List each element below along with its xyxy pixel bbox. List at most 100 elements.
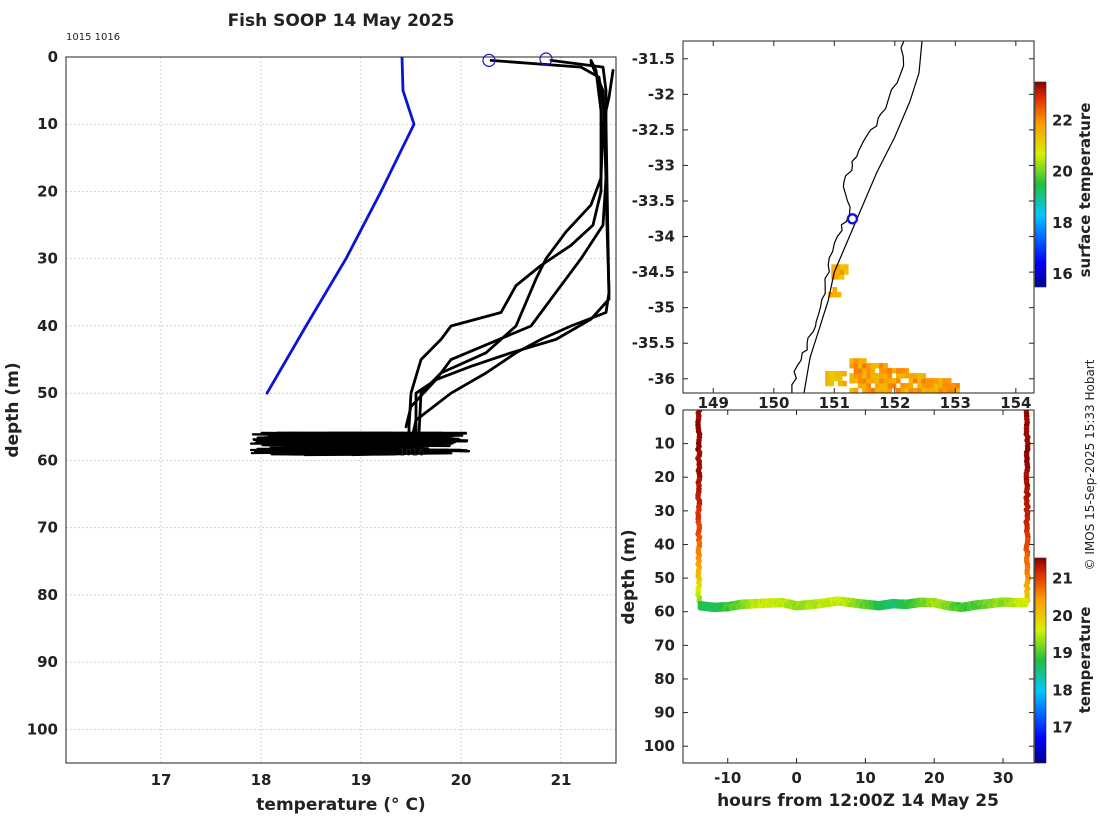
map-sst-cell	[904, 383, 910, 389]
profile-x-label: temperature (° C)	[256, 795, 425, 815]
map-sst-cell	[853, 363, 859, 369]
profile-y-tick-label: 10	[37, 115, 58, 133]
map-sst-cell	[925, 383, 931, 389]
section-y-tick-label: 30	[654, 502, 675, 520]
section-y-tick-label: 100	[644, 737, 675, 755]
map-sst-cell	[870, 373, 876, 379]
section-x-tick-label: 30	[993, 769, 1014, 787]
map-sst-cell	[900, 383, 905, 389]
map-sst-cell	[825, 371, 830, 377]
map-sst-cell	[900, 388, 905, 393]
map-sst-cell	[829, 371, 835, 377]
map-sst-cell	[934, 383, 939, 389]
map-x-ticks: 149 150 151 152 153 154	[698, 41, 1032, 412]
map-sst-cell	[942, 383, 948, 389]
section-y-tick-label: 10	[654, 435, 675, 453]
profile-series	[249, 57, 615, 457]
map-y-tick-label: -34	[648, 228, 675, 246]
profile-grid	[66, 56, 616, 763]
map-sst-cell	[849, 378, 854, 384]
map-sst-cell	[883, 363, 888, 369]
section-colorbar-tick-label: 20	[1052, 607, 1073, 625]
section-colorbar-tick-label: 19	[1052, 644, 1073, 662]
profile-line-reference	[265, 57, 416, 395]
map-x-tick-label: 149	[698, 394, 729, 412]
map-sst-cell	[879, 368, 884, 374]
map-panel: 149 150 151 152 153 154 -31.5 -32 -32.5 -33 -33.5…	[632, 40, 1094, 412]
map-sst-cell	[896, 373, 901, 379]
map-sst-cell	[913, 388, 918, 393]
map-x-tick-label: 152	[879, 394, 910, 412]
map-y-ticks: -31.5 -32 -32.5 -33 -33.5 -34 -34.5 -35 -35.5 -36	[632, 50, 1034, 388]
profile-x-ticks: 17 18 19 20 21	[151, 771, 572, 789]
map-sst-cell	[866, 368, 871, 374]
map-sst-cell	[887, 383, 893, 389]
map-sst-cell	[831, 269, 836, 275]
map-sst-cell	[866, 378, 871, 384]
profile-x-tick-label: 18	[251, 771, 272, 789]
map-sst-cell	[866, 373, 871, 379]
profile-annotation: 1016	[399, 448, 424, 459]
map-sst-cell	[883, 383, 888, 389]
map-sst-cell	[842, 380, 847, 387]
section-colorbar-ticks: 17 18 19 20 21	[1052, 570, 1073, 737]
map-sst-cell	[883, 388, 888, 393]
credit-text: © IMOS 15-Sep-2025 15:33 Hobart	[1083, 359, 1097, 570]
map-sst-cell	[837, 380, 843, 387]
map-sst-cell	[900, 368, 905, 374]
section-colorbar-tick-label: 21	[1052, 570, 1073, 588]
map-sst-cell	[857, 363, 863, 369]
map-sst-cell	[825, 375, 830, 382]
map-sst-cell	[896, 388, 901, 393]
map-sst-cell	[917, 388, 922, 393]
map-sst-cell	[829, 375, 835, 382]
map-sst-cell	[835, 269, 841, 275]
map-sst-cell	[857, 373, 863, 379]
map-sst-cell	[917, 373, 922, 379]
map-sst-cell	[951, 383, 956, 389]
map-sst-cell	[891, 378, 897, 384]
map-y-tick-label: -34.5	[632, 263, 675, 281]
profile-y-tick-label: 50	[37, 384, 58, 402]
profile-line-descent-2	[407, 59, 603, 449]
map-sst-cell	[835, 264, 841, 270]
profile-y-tick-label: 100	[27, 720, 58, 738]
section-y-tick-label: 60	[654, 603, 675, 621]
map-sst-cell	[908, 378, 914, 384]
map-sst-cell	[929, 388, 935, 393]
map-sst-cell	[913, 378, 918, 384]
map-sst-cell	[934, 388, 939, 393]
profile-y-tick-label: 30	[37, 250, 58, 268]
map-y-tick-label: -31.5	[632, 50, 675, 68]
map-sst-cell	[938, 388, 943, 393]
map-sst-cell	[825, 380, 830, 387]
map-sst-cell	[874, 363, 880, 369]
map-sst-cell	[955, 388, 960, 393]
section-y-tick-label: 20	[654, 468, 675, 486]
section-x-label: hours from 12:00Z 14 May 25	[717, 791, 999, 811]
map-colorbar-tick-label: 20	[1052, 163, 1073, 181]
map-sst-cell	[833, 375, 839, 382]
map-sst-cell	[938, 383, 943, 389]
map-sst-cell	[879, 363, 884, 369]
map-frame	[682, 40, 1035, 394]
profile-x-tick-label: 19	[351, 771, 372, 789]
profile-y-label: depth (m)	[3, 362, 23, 457]
map-y-tick-label: -35.5	[632, 334, 675, 352]
map-sst-cell	[836, 292, 842, 298]
map-sst-cell	[832, 292, 838, 298]
map-sst-cell	[835, 274, 841, 280]
map-sst-cell	[874, 383, 880, 389]
map-sst-cell	[837, 375, 843, 382]
map-sst-cell	[951, 388, 956, 393]
map-sst-cell	[828, 292, 833, 298]
map-sst-cell	[849, 388, 854, 393]
map-sst-cell	[879, 378, 884, 384]
map-sst-cell	[853, 388, 859, 393]
map-sst-cell	[887, 373, 893, 379]
map-sst-cell	[942, 378, 948, 384]
map-sst-cell	[862, 368, 867, 374]
map-sst-cell	[879, 388, 884, 393]
map-sst-cell	[900, 373, 905, 379]
